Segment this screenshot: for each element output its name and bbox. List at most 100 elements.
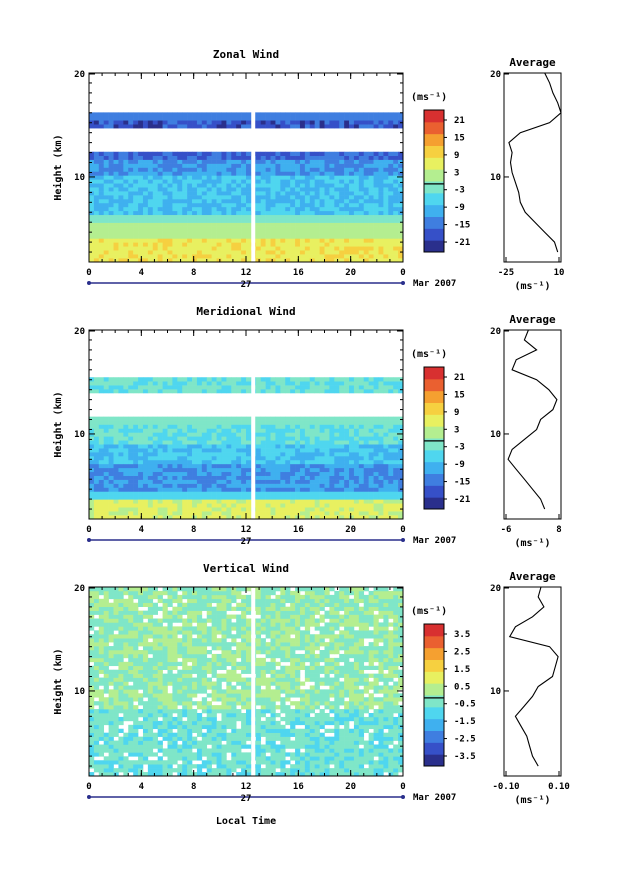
heatmap-cell [201, 159, 208, 164]
heatmap-cell [398, 416, 404, 421]
heatmap-cell [98, 665, 105, 670]
heatmap-cell [201, 175, 208, 180]
heatmap-cell [138, 756, 144, 761]
heatmap-cell [344, 116, 350, 121]
heatmap-cell [118, 436, 124, 441]
heatmap-cell [138, 610, 144, 615]
heatmap-cell [167, 436, 173, 441]
heatmap-cell [128, 230, 134, 235]
heatmap-cell [123, 199, 129, 204]
heatmap-cell [89, 646, 95, 651]
heatmap-cell [290, 218, 296, 223]
heatmap-cell [177, 471, 183, 476]
heatmap-cell [378, 195, 384, 200]
heatmap-cell [89, 246, 95, 251]
heatmap-cell [373, 389, 379, 394]
heatmap-cell [339, 254, 345, 259]
heatmap-cell [133, 218, 139, 223]
heatmap-cell [196, 436, 203, 441]
heatmap-cell [280, 175, 286, 180]
heatmap-cell [358, 222, 365, 227]
heatmap-cell [353, 491, 360, 496]
heatmap-cell [89, 772, 95, 777]
heatmap-cell [260, 507, 266, 512]
heatmap-cell [89, 226, 95, 231]
heatmap-cell [128, 475, 134, 480]
heatmap-cell [123, 626, 129, 631]
heatmap-cell [138, 673, 144, 678]
heatmap-cell [265, 214, 271, 219]
heatmap-cell [182, 440, 188, 445]
heatmap-cell [304, 381, 311, 386]
heatmap-cell [295, 226, 301, 231]
heatmap-cell [304, 254, 311, 259]
heatmap-cell [138, 701, 144, 706]
heatmap-cell [270, 116, 276, 121]
heatmap-cell [304, 226, 311, 231]
heatmap-cell [128, 385, 134, 390]
heatmap-cell [295, 459, 301, 465]
heatmap-cell [187, 459, 193, 465]
heatmap-cell [133, 475, 139, 480]
heatmap-cell [196, 483, 203, 488]
heatmap-cell [142, 650, 149, 655]
heatmap-cell [93, 424, 100, 429]
heatmap-cell [172, 499, 178, 504]
heatmap-cell [236, 214, 242, 219]
heatmap-cell [260, 159, 266, 164]
heatmap-cell [285, 483, 291, 488]
heatmap-cell [319, 507, 325, 512]
heatmap-cell [319, 199, 325, 204]
heatmap-cell [162, 724, 168, 730]
heatmap-cell [290, 258, 296, 263]
heatmap-cell [344, 499, 350, 504]
heatmap-cell [383, 385, 389, 390]
heatmap-cell [324, 436, 330, 441]
heatmap-cell [89, 499, 95, 504]
heatmap-cell [221, 475, 227, 480]
heatmap-cell [167, 214, 173, 219]
heatmap-cell [157, 202, 163, 208]
heatmap-cell [280, 187, 286, 192]
heatmap-cell [246, 163, 252, 168]
heatmap-cell [138, 634, 144, 639]
heatmap-cell [128, 744, 134, 749]
heatmap-cell [147, 483, 154, 488]
heatmap-cell [93, 171, 100, 176]
heatmap-cell [142, 389, 149, 394]
heatmap-cell [147, 171, 154, 176]
heatmap-cell [319, 163, 325, 168]
heatmap-cell [118, 756, 124, 761]
heatmap-cell [324, 218, 330, 223]
heatmap-cell [147, 151, 154, 156]
heatmap-cell [162, 626, 168, 631]
heatmap-cell [93, 258, 100, 263]
heatmap-cell [152, 626, 158, 631]
heatmap-cell [133, 250, 139, 255]
heatmap-cell [344, 440, 350, 445]
heatmap-cell [128, 456, 134, 461]
heatmap-cell [182, 448, 188, 453]
heatmap-cell [226, 459, 232, 465]
heatmap-cell [89, 416, 95, 421]
heatmap-cell [172, 199, 178, 204]
heatmap-cell [358, 250, 365, 255]
heatmap-cell [103, 381, 109, 386]
x-tick-label: 0 [86, 525, 91, 535]
heatmap-cell [152, 206, 158, 212]
heatmap-cell [162, 195, 168, 200]
heatmap-cell [182, 456, 188, 461]
heatmap-cell [241, 436, 247, 441]
heatmap-cell [152, 638, 158, 643]
heatmap-cell [246, 218, 252, 223]
heatmap-cell [147, 673, 154, 678]
heatmap-cell [187, 416, 193, 421]
heatmap-cell [206, 503, 212, 508]
heatmap-cell [246, 452, 252, 457]
heatmap-cell [118, 716, 124, 722]
x-tick-label: 12 [241, 268, 252, 278]
heatmap-cell [118, 507, 124, 512]
heatmap-cell [319, 503, 325, 508]
heatmap-cell [339, 459, 345, 465]
heatmap-cell [98, 669, 105, 674]
